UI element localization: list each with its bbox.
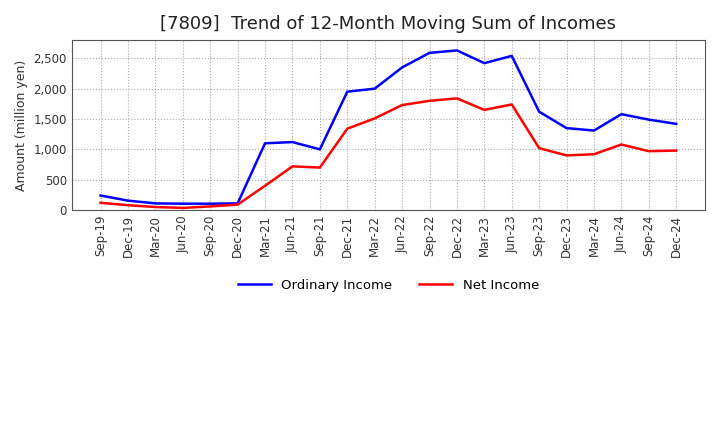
Ordinary Income [315, 147, 324, 152]
Net Income [453, 96, 462, 101]
Legend: Ordinary Income, Net Income: Ordinary Income, Net Income [233, 273, 544, 297]
Net Income [370, 116, 379, 121]
Net Income [179, 205, 187, 211]
Ordinary Income [96, 193, 105, 198]
Net Income [343, 126, 351, 132]
Ordinary Income [370, 86, 379, 92]
Ordinary Income [151, 201, 160, 206]
Net Income [233, 202, 242, 207]
Net Income [535, 146, 544, 151]
Net Income [562, 153, 571, 158]
Net Income [288, 164, 297, 169]
Ordinary Income [426, 50, 434, 55]
Ordinary Income [124, 198, 132, 203]
Ordinary Income [617, 111, 626, 117]
Net Income [151, 205, 160, 210]
Ordinary Income [233, 201, 242, 206]
Ordinary Income [508, 53, 516, 59]
Net Income [617, 142, 626, 147]
Ordinary Income [206, 201, 215, 206]
Line: Ordinary Income: Ordinary Income [101, 51, 676, 204]
Ordinary Income [644, 117, 653, 122]
Ordinary Income [590, 128, 598, 133]
Ordinary Income [343, 89, 351, 94]
Net Income [644, 149, 653, 154]
Net Income [672, 148, 680, 153]
Line: Net Income: Net Income [101, 99, 676, 208]
Ordinary Income [535, 109, 544, 114]
Net Income [315, 165, 324, 170]
Net Income [397, 103, 406, 108]
Ordinary Income [453, 48, 462, 53]
Ordinary Income [179, 201, 187, 206]
Y-axis label: Amount (million yen): Amount (million yen) [15, 59, 28, 191]
Ordinary Income [261, 141, 269, 146]
Net Income [206, 204, 215, 209]
Net Income [480, 107, 489, 113]
Ordinary Income [672, 121, 680, 127]
Ordinary Income [480, 61, 489, 66]
Net Income [96, 200, 105, 205]
Net Income [124, 202, 132, 208]
Net Income [261, 183, 269, 188]
Net Income [590, 151, 598, 157]
Ordinary Income [288, 139, 297, 145]
Net Income [508, 102, 516, 107]
Net Income [426, 98, 434, 103]
Ordinary Income [397, 65, 406, 70]
Ordinary Income [562, 125, 571, 131]
Title: [7809]  Trend of 12-Month Moving Sum of Incomes: [7809] Trend of 12-Month Moving Sum of I… [161, 15, 616, 33]
